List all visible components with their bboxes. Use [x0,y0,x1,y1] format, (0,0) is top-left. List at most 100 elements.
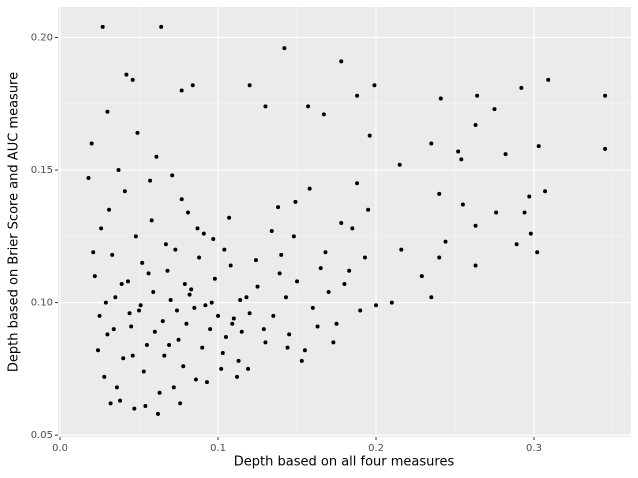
point [342,282,347,287]
point [358,308,363,313]
point [347,268,352,273]
point [438,96,443,101]
point [118,398,123,403]
point [302,348,307,353]
point [108,401,113,406]
point [119,282,124,287]
point [339,221,344,226]
point [89,141,94,146]
point [397,162,402,167]
point [216,313,221,318]
point [285,345,290,350]
point [176,337,181,342]
points [86,24,608,416]
point [295,279,300,284]
point [228,263,233,268]
point [171,385,176,390]
point [355,181,360,186]
point [494,210,499,215]
point [124,72,129,77]
point [473,122,478,127]
x-tick-label: 0.0 [52,443,68,454]
point [97,313,102,318]
point [133,234,138,239]
point [331,340,336,345]
point [114,385,119,390]
point [184,321,189,326]
point [372,83,377,88]
point [92,274,97,279]
point [223,335,228,340]
point [209,300,214,305]
point [125,279,130,284]
x-tick-label: 0.3 [526,443,542,454]
point [204,380,209,385]
point [546,77,551,82]
point [95,348,100,353]
point [492,107,497,112]
grid [58,7,631,437]
point [162,353,167,358]
point [522,210,527,215]
point [105,332,110,337]
point [181,364,186,369]
point [253,258,258,263]
point [271,313,276,318]
point [535,250,540,255]
point [178,401,183,406]
point [160,319,165,324]
point [234,374,239,379]
point [157,390,162,395]
point [135,130,140,135]
point [103,300,108,305]
point [350,226,355,231]
point [189,287,194,292]
point [366,207,371,212]
point [170,173,175,178]
point [306,104,311,109]
point [195,226,200,231]
point [503,152,508,157]
point [165,268,170,273]
point [137,308,142,313]
point [190,83,195,88]
point [227,215,232,220]
point [244,295,249,300]
point [186,210,191,215]
point [527,194,532,199]
point [247,83,252,88]
point [528,231,533,236]
point [127,311,132,316]
point [146,271,151,276]
point [261,327,266,332]
point [307,186,312,191]
y-tick-label: 0.15 [31,165,53,176]
point [334,321,339,326]
point [399,247,404,252]
point [100,24,105,29]
point [276,205,281,210]
point [255,284,260,289]
point [536,144,541,149]
point [110,252,115,257]
point [182,282,187,287]
point [279,252,284,257]
point [374,303,379,308]
point [230,321,235,326]
point [143,403,148,408]
point [197,255,202,260]
point [603,146,608,151]
point [293,199,298,204]
point [318,266,323,271]
point [367,133,372,138]
point [473,223,478,228]
point [519,85,524,90]
point [460,202,465,207]
point [429,141,434,146]
point [277,271,282,276]
point [238,297,243,302]
point [141,369,146,374]
point [168,297,173,302]
point [287,332,292,337]
